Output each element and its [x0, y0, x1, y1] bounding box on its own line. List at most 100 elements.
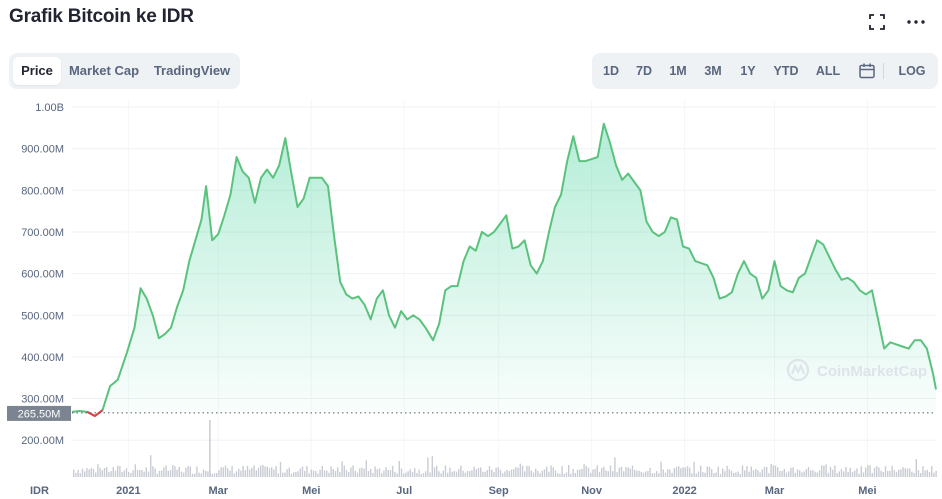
volume-bar	[891, 465, 893, 477]
volume-bar	[601, 467, 603, 477]
volume-bar	[152, 466, 154, 477]
volume-bar	[636, 470, 638, 477]
volume-bar	[627, 467, 629, 477]
volume-bar	[871, 472, 873, 477]
volume-bar	[218, 470, 220, 477]
volume-bar	[427, 457, 429, 477]
volume-bar	[356, 472, 359, 477]
log-scale-button[interactable]: LOG	[898, 64, 926, 78]
volume-bar	[273, 469, 275, 477]
volume-bar	[669, 469, 671, 477]
volume-bar	[158, 470, 161, 477]
volume-bar	[251, 467, 253, 477]
volume-bar	[713, 473, 715, 477]
volume-bar	[576, 469, 579, 477]
volume-bar	[818, 470, 821, 477]
volume-bar	[825, 464, 827, 477]
volume-bar	[572, 468, 574, 477]
volume-bar	[469, 471, 471, 477]
range-7d-button[interactable]: 7D	[636, 64, 652, 78]
volume-bar	[519, 463, 521, 477]
volume-bar	[420, 473, 422, 477]
volume-bar	[396, 473, 398, 477]
volume-bar	[755, 468, 757, 477]
volume-bar	[777, 467, 779, 477]
volume-bar	[466, 471, 469, 477]
volume-bar	[667, 469, 669, 477]
volume-bar	[345, 470, 348, 477]
volume-bar	[711, 469, 713, 477]
volume-bar	[508, 471, 510, 477]
range-1y-button[interactable]: 1Y	[740, 64, 756, 78]
volume-bar	[504, 471, 506, 477]
range-3m-button[interactable]: 3M	[704, 64, 722, 78]
tab-market-cap[interactable]: Market Cap	[68, 63, 140, 78]
range-ytd-button[interactable]: YTD	[773, 64, 799, 78]
volume-bar	[378, 468, 381, 477]
tab-price[interactable]: Price	[13, 57, 61, 85]
volume-bar	[766, 466, 768, 477]
y-tick-label: 600.00M	[21, 269, 64, 281]
volume-bar	[649, 467, 651, 477]
volume-bar	[119, 466, 121, 477]
volume-bar	[752, 470, 755, 477]
volume-bar	[706, 466, 708, 477]
volume-bar	[376, 469, 378, 477]
volume-bar	[792, 467, 794, 477]
volume-bar	[268, 468, 271, 477]
range-1d-button[interactable]: 1D	[603, 64, 619, 78]
x-tick-label: Sep	[489, 485, 509, 497]
tab-tradingview[interactable]: TradingView	[153, 63, 231, 78]
range-all-button[interactable]: ALL	[815, 64, 841, 78]
volume-bar	[290, 473, 293, 477]
volume-bar	[323, 470, 326, 477]
volume-bar	[860, 466, 862, 477]
volume-bar	[521, 465, 524, 477]
volume-bar	[856, 468, 858, 477]
volume-bar	[293, 472, 295, 477]
volume-bar	[198, 472, 200, 477]
volume-bar	[246, 465, 249, 477]
volume-bar	[530, 470, 532, 477]
volume-bar	[370, 468, 372, 477]
volume-bar	[678, 466, 680, 477]
y-tick-label: 1.00B	[35, 102, 64, 114]
volume-bar	[719, 473, 722, 477]
volume-bar	[620, 466, 623, 477]
volume-bar	[165, 465, 167, 477]
volume-bar	[867, 465, 869, 477]
volume-bar	[154, 468, 156, 477]
volume-bar	[592, 469, 594, 477]
volume-bar	[213, 473, 216, 477]
volume-bar	[297, 471, 299, 477]
volume-bar	[605, 470, 607, 477]
baseline-price-label: 265.50M	[18, 408, 61, 420]
volume-bar	[563, 473, 565, 477]
volume-bar	[352, 465, 354, 477]
volume-bar	[387, 469, 389, 477]
volume-bar	[172, 465, 174, 477]
volume-bar	[675, 466, 678, 477]
volume-bar	[196, 466, 198, 477]
volume-bar	[746, 466, 748, 477]
more-icon[interactable]	[906, 12, 926, 32]
volume-bar	[86, 468, 88, 477]
volume-bar	[913, 472, 915, 477]
volume-bar	[374, 466, 376, 477]
volume-bar	[788, 471, 790, 477]
volume-bar	[440, 473, 442, 477]
volume-bar	[295, 471, 297, 477]
volume-bar	[414, 468, 416, 477]
volume-bar	[656, 471, 658, 477]
volume-bar	[539, 473, 541, 477]
range-1m-button[interactable]: 1M	[669, 64, 687, 78]
volume-bar	[304, 470, 306, 477]
fullscreen-icon[interactable]	[867, 12, 887, 32]
volume-bar	[616, 472, 618, 477]
calendar-icon[interactable]	[854, 57, 880, 85]
volume-bar	[187, 466, 189, 477]
price-line	[71, 122, 937, 417]
volume-bar	[647, 470, 649, 477]
volume-bar	[334, 470, 337, 477]
volume-bar	[90, 467, 92, 477]
